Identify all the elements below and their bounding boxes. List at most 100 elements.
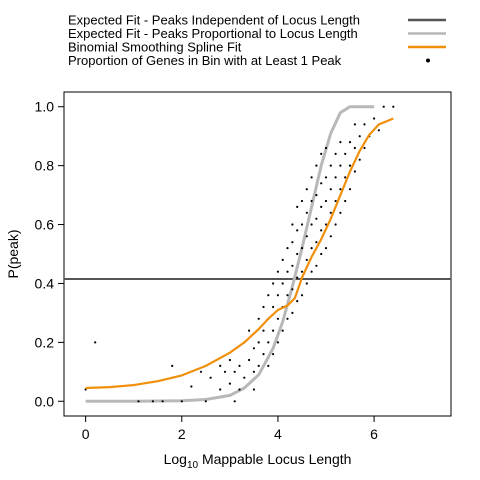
data-point	[300, 223, 304, 226]
data-point	[358, 158, 361, 161]
data-point	[310, 270, 313, 273]
data-point	[320, 252, 323, 256]
data-point	[315, 241, 318, 244]
y-axis-label: P(peak)	[5, 229, 21, 278]
series-layer	[64, 105, 451, 403]
data-point	[286, 317, 289, 320]
y-tick-label: 0.6	[35, 217, 55, 233]
data-point	[392, 105, 395, 108]
data-point	[262, 329, 265, 332]
data-point	[334, 176, 337, 179]
data-point	[315, 164, 318, 167]
data-point	[324, 247, 328, 250]
data-point	[339, 211, 342, 214]
data-point	[315, 217, 318, 220]
data-point	[324, 146, 328, 150]
data-point	[310, 199, 313, 203]
data-point	[291, 241, 294, 244]
data-point	[353, 123, 356, 126]
data-point	[296, 229, 299, 232]
data-point	[300, 199, 304, 203]
data-point	[291, 288, 294, 291]
legend-label: Expected Fit - Peaks Proportional to Loc…	[68, 26, 358, 41]
data-point	[238, 388, 241, 391]
x-axis-label-subscript: 10	[187, 460, 199, 471]
data-point	[329, 235, 332, 238]
data-point	[151, 400, 154, 403]
data-point	[334, 152, 337, 155]
data-point	[286, 270, 289, 273]
data-point	[305, 188, 308, 191]
data-point	[276, 317, 279, 320]
data-point	[305, 211, 308, 214]
data-point	[329, 211, 332, 214]
legend-label: Expected Fit - Peaks Independent of Locu…	[68, 13, 360, 28]
data-point	[310, 247, 313, 250]
data-point	[296, 205, 299, 208]
data-point	[204, 400, 207, 403]
x-axis-label-rest: Mappable Locus Length	[198, 451, 351, 467]
data-point	[190, 385, 193, 388]
data-point	[296, 300, 299, 303]
data-point	[353, 170, 356, 173]
x-tick-label: 4	[274, 426, 282, 442]
data-point	[238, 364, 241, 367]
data-point	[334, 199, 337, 203]
data-point	[137, 400, 140, 403]
data-point	[339, 188, 342, 191]
data-point	[324, 176, 328, 179]
data-point	[243, 376, 246, 379]
data-point	[348, 141, 352, 144]
data-point	[320, 205, 323, 208]
y-tick-label: 0.4	[35, 275, 55, 291]
data-point	[281, 329, 284, 332]
data-point	[305, 258, 308, 261]
data-point	[262, 353, 265, 356]
data-point	[252, 370, 255, 373]
data-point	[286, 294, 289, 297]
data-point	[344, 152, 347, 155]
data-point	[272, 305, 275, 309]
x-axis-label-main: Log	[164, 451, 187, 467]
data-point	[344, 199, 347, 203]
legend-swatch-point	[426, 58, 430, 63]
data-point	[348, 188, 352, 191]
data-point	[262, 305, 265, 309]
data-point	[219, 364, 222, 367]
data-point	[305, 282, 308, 285]
data-point	[363, 123, 366, 126]
data-point	[291, 264, 294, 267]
data-point	[267, 341, 270, 344]
data-point	[209, 376, 212, 379]
data-point	[267, 364, 270, 367]
data-point	[228, 382, 231, 385]
data-point	[310, 176, 313, 179]
data-point	[223, 370, 227, 373]
y-tick-label: 0.0	[35, 393, 55, 409]
data-point	[228, 358, 231, 362]
proportional-fit-line	[85, 105, 375, 403]
y-tick-label: 0.8	[35, 158, 55, 174]
data-point	[276, 270, 279, 273]
data-point	[281, 282, 284, 285]
data-point	[276, 294, 279, 297]
data-point	[320, 152, 323, 155]
data-point	[315, 194, 318, 197]
x-axis-label: Log10 Mappable Locus Length	[164, 451, 352, 471]
data-point	[267, 294, 270, 297]
data-point	[291, 223, 294, 226]
data-point	[233, 400, 236, 403]
plot-frame	[63, 91, 452, 417]
data-point	[339, 141, 342, 144]
data-point	[324, 223, 328, 226]
data-point	[272, 353, 275, 356]
data-point	[348, 164, 352, 167]
data-point	[180, 400, 183, 403]
data-point	[171, 364, 174, 367]
data-point	[305, 235, 308, 238]
data-point	[272, 329, 275, 332]
data-point	[382, 105, 385, 108]
x-tick-label: 6	[370, 426, 378, 442]
data-point	[286, 247, 289, 250]
data-point	[363, 146, 366, 150]
